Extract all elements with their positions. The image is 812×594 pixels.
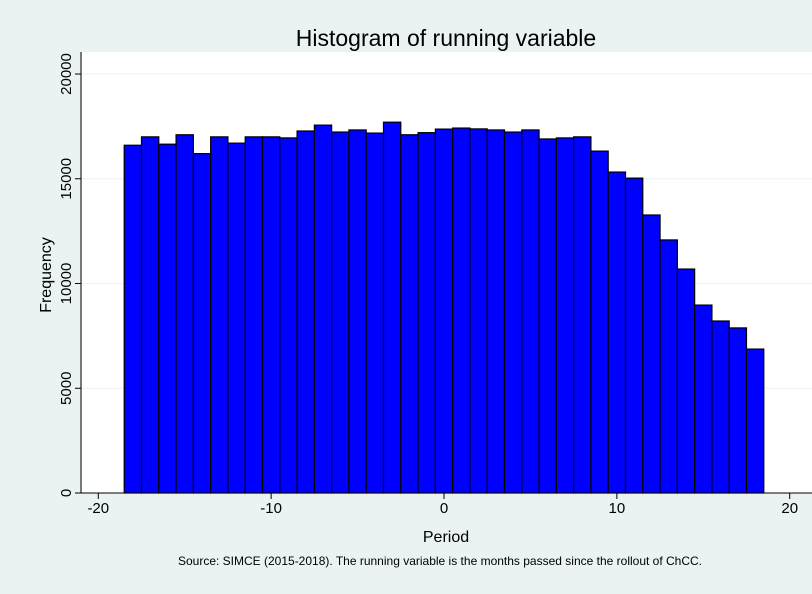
bar xyxy=(503,131,523,494)
bar xyxy=(261,136,281,494)
bar xyxy=(365,132,385,494)
bar xyxy=(210,136,229,494)
bar xyxy=(192,153,212,494)
bar xyxy=(590,150,609,494)
bar xyxy=(452,127,471,494)
bar xyxy=(434,128,454,494)
bar xyxy=(642,214,661,494)
bar xyxy=(728,327,748,494)
x-tick-label: 0 xyxy=(440,500,448,517)
bar xyxy=(382,121,402,494)
bar xyxy=(486,129,506,494)
bar xyxy=(158,143,177,494)
bar xyxy=(521,129,540,494)
bar xyxy=(296,130,315,494)
x-axis-label: Period xyxy=(423,529,469,546)
bar xyxy=(417,132,436,494)
bar xyxy=(711,320,730,494)
bar xyxy=(123,144,143,494)
bar xyxy=(331,131,350,494)
bar xyxy=(607,171,627,494)
bar xyxy=(555,137,575,494)
x-tick-label: -10 xyxy=(260,500,282,517)
y-tick-label: 20000 xyxy=(58,53,75,95)
y-tick-label: 15000 xyxy=(58,158,75,200)
bar xyxy=(659,239,678,494)
bar xyxy=(140,136,160,494)
bar xyxy=(538,138,557,494)
bar xyxy=(244,136,264,494)
bar xyxy=(313,124,333,494)
bar xyxy=(348,129,367,494)
bar xyxy=(745,348,765,494)
y-axis-label: Frequency xyxy=(38,237,55,313)
chart-title: Histogram of running variable xyxy=(296,25,596,51)
bar xyxy=(694,304,713,494)
bar xyxy=(573,136,592,494)
bar xyxy=(227,142,246,494)
y-tick-label: 0 xyxy=(58,489,75,497)
x-tick-label: 20 xyxy=(781,500,798,517)
x-tick-label: -20 xyxy=(87,500,109,517)
bar xyxy=(624,177,644,494)
x-tick-label: 10 xyxy=(609,500,626,517)
bar xyxy=(676,268,696,494)
note: Source: SIMCE (2015-2018). The running v… xyxy=(178,554,702,568)
bar xyxy=(279,137,298,494)
bar xyxy=(175,134,194,494)
bar xyxy=(469,128,488,494)
y-tick-label: 10000 xyxy=(58,263,75,305)
bar xyxy=(400,134,419,494)
y-tick-label: 5000 xyxy=(58,372,75,405)
